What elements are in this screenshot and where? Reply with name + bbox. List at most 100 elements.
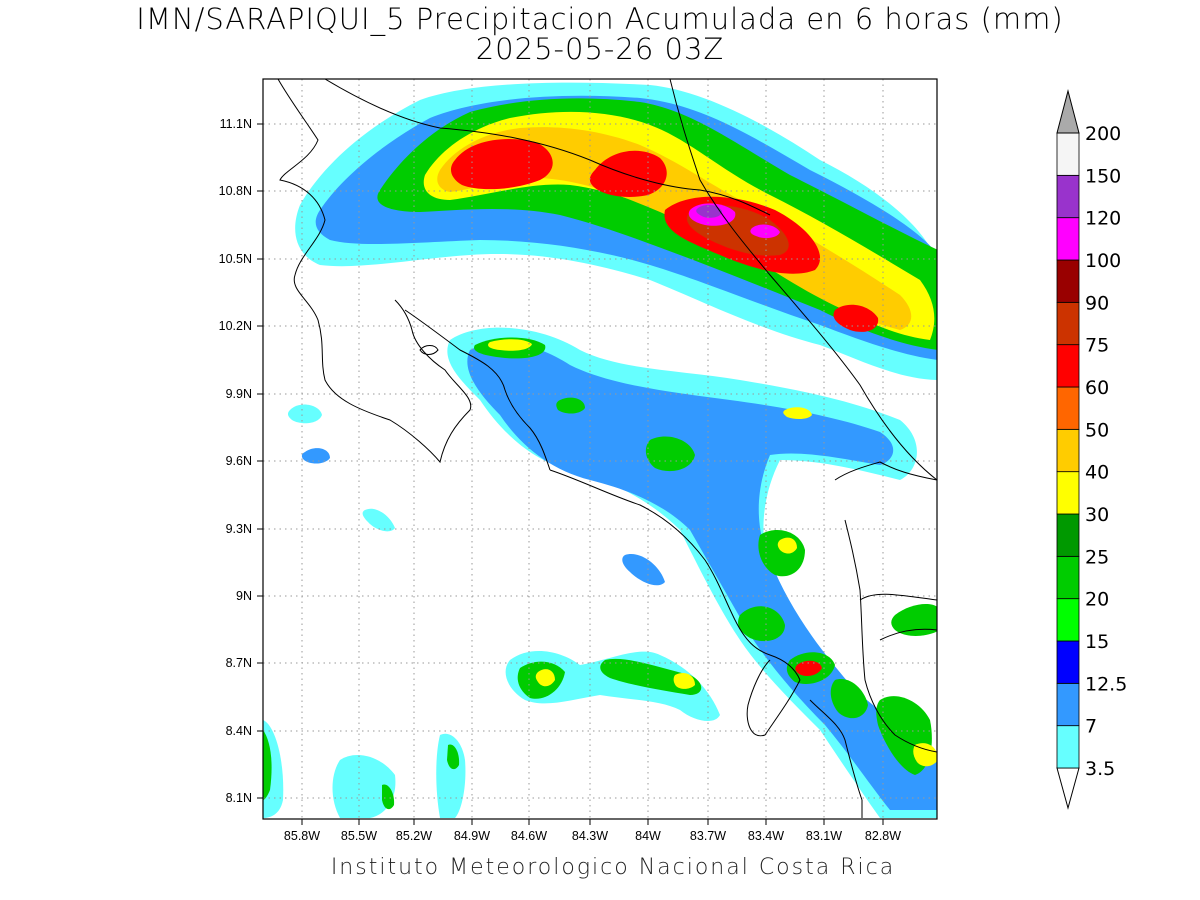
- colorbar-swatch: [1056, 725, 1080, 769]
- rain-core-purple: [696, 204, 722, 218]
- lon-label: 83.1W: [806, 829, 842, 843]
- gulf-of-nicoya: [404, 309, 551, 471]
- rain-cell-west-2: [301, 448, 330, 464]
- colorbar-level-label: 20: [1085, 589, 1109, 611]
- precipitation-field: [263, 82, 937, 818]
- colorbar-swatch: [1056, 217, 1080, 261]
- colorbar-level-label: 15: [1085, 631, 1109, 653]
- colorbar-swatch: [1056, 344, 1080, 388]
- golfo-dulce: [809, 699, 863, 818]
- colorbar-level-label: 75: [1085, 335, 1109, 357]
- rain-cell-west-3: [362, 508, 395, 532]
- lon-label: 85.2W: [396, 829, 432, 843]
- colorbar-level-label: 150: [1085, 165, 1121, 187]
- lat-label: 9.6N: [226, 454, 252, 468]
- rain-cell-west-1: [287, 404, 322, 424]
- rain-cell-osa-green: [830, 679, 868, 719]
- colorbar-swatch: [1056, 132, 1080, 176]
- rain-cell-south-green-3: [891, 604, 937, 636]
- longitude-axis: 85.8W 85.5W 85.2W 84.9W 84.6W 84.3W 84W …: [284, 819, 901, 843]
- rain-cell-central-yellow-2: [783, 407, 812, 420]
- rain-band-south-yellow: [535, 669, 555, 687]
- footer-credit: Instituto Meteorologico Nacional Costa R…: [330, 855, 896, 880]
- nicaragua-costa-rica-border: [324, 79, 771, 216]
- lat-label: 8.4N: [226, 724, 252, 738]
- colorbar-swatch: [1056, 555, 1080, 600]
- colorbar-level-label: 100: [1085, 250, 1121, 272]
- rain-cell-central-green-1: [556, 397, 585, 414]
- lake-arenal: [419, 345, 439, 355]
- colorbar-swatch: [1056, 640, 1080, 684]
- colorbar-min-triangle: [1056, 767, 1080, 810]
- lon-label: 85.8W: [284, 829, 320, 843]
- lat-label: 10.2N: [219, 319, 252, 333]
- coastlines-and-borders: [277, 79, 937, 818]
- lon-label: 84.3W: [572, 829, 608, 843]
- rain-cell-sw-3: [332, 755, 396, 818]
- colorbar-level-label: 90: [1085, 292, 1109, 314]
- colorbar-swatch: [1056, 428, 1080, 473]
- map-date: 2025-05-26 03Z: [475, 32, 725, 66]
- lat-label: 10.5N: [219, 252, 252, 266]
- colorbar-level-label: 60: [1085, 377, 1109, 399]
- rain-core-red-se: [833, 304, 879, 332]
- rain-cell-west-4: [622, 554, 665, 586]
- rain-core-red-west: [450, 139, 553, 190]
- lat-label: 9.9N: [226, 387, 252, 401]
- caribbean-coast: [669, 79, 937, 481]
- lon-label: 84W: [635, 829, 661, 843]
- colorbar-level-label: 7: [1085, 716, 1097, 738]
- colorbar-level-label: 200: [1085, 123, 1121, 145]
- lat-label: 8.1N: [226, 791, 252, 805]
- colorbar-swatch: [1056, 259, 1080, 303]
- lon-label: 85.5W: [341, 829, 377, 843]
- rain-cell-south-yellow-2: [913, 743, 937, 767]
- pacific-coast-nicoya: [277, 79, 472, 464]
- colorbar-level-label: 12.5: [1085, 673, 1127, 695]
- lon-label: 82.8W: [865, 829, 901, 843]
- lon-label: 84.9W: [454, 829, 490, 843]
- colorbar-level-label: 40: [1085, 462, 1109, 484]
- lat-label: 9N: [236, 589, 252, 603]
- rain-cell-sw-4: [382, 784, 395, 810]
- rain-band-south-yellow-2: [673, 673, 695, 689]
- lon-label: 83.7W: [690, 829, 726, 843]
- colorbar-swatch: [1056, 513, 1080, 557]
- osa-peninsula: [746, 659, 801, 737]
- map-gridlines: [263, 79, 937, 819]
- rain-cell-south-yellow-1: [777, 537, 797, 554]
- lon-label: 83.4W: [748, 829, 784, 843]
- colorbar-legend: 3.5 7 12.5 15 20 25 30 40 50 60 75 90 100 120 150 200: [1056, 89, 1127, 810]
- colorbar-level-label: 30: [1085, 504, 1109, 526]
- rain-cell-sw-6: [447, 744, 460, 770]
- lat-label: 8.7N: [226, 656, 252, 670]
- rain-band-central-mid: [467, 342, 937, 810]
- lon-label: 84.6W: [511, 829, 547, 843]
- colorbar-level-label: 25: [1085, 546, 1109, 568]
- colorbar-swatch: [1056, 174, 1080, 219]
- colorbar-swatch: [1056, 682, 1080, 727]
- colorbar-swatch: [1056, 598, 1080, 642]
- rain-band-north-orange: [437, 127, 912, 330]
- lat-label: 9.3N: [226, 522, 252, 536]
- colorbar-swatch: [1056, 386, 1080, 430]
- colorbar-level-label: 3.5: [1085, 758, 1115, 780]
- colorbar-swatch: [1056, 301, 1080, 346]
- rain-cell-south-green-2: [738, 606, 785, 642]
- colorbar-level-label: 120: [1085, 208, 1121, 230]
- lat-label: 10.8N: [219, 184, 252, 198]
- panama-border: [834, 461, 937, 753]
- colorbar-max-triangle: [1056, 89, 1080, 134]
- rain-cell-central-yellow-core: [488, 339, 532, 351]
- rain-core-magenta-2: [750, 224, 780, 239]
- panama-coast: [859, 593, 937, 641]
- rain-cell-central-green-2: [645, 436, 695, 472]
- latitude-axis: 11.1N 10.8N 10.5N 10.2N 9.9N 9.6N 9.3N 9…: [219, 117, 263, 805]
- colorbar-swatch: [1056, 471, 1080, 515]
- rain-cell-south-red-core: [795, 660, 822, 676]
- rain-cell-sw-2: [263, 730, 272, 800]
- central-pacific-coast: [549, 469, 801, 681]
- colorbar-level-label: 50: [1085, 419, 1109, 441]
- map-title: IMN/SARAPIQUI_5 Precipitacion Acumulada …: [136, 2, 1064, 36]
